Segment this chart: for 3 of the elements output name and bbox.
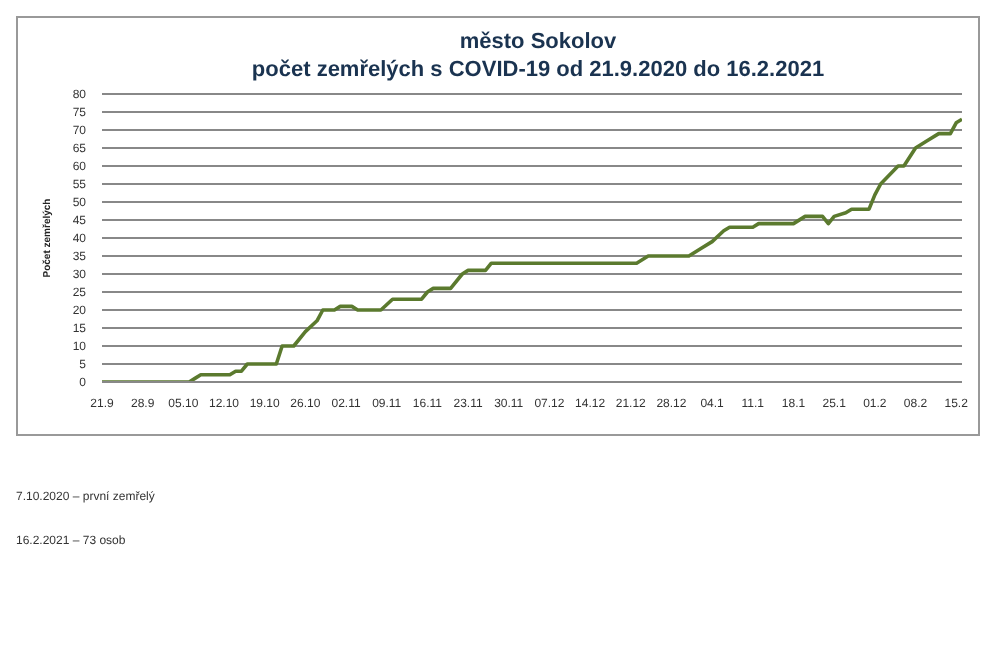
chart-subtitle: počet zemřelých s COVID-19 od 21.9.2020 do 16.2.2021 — [249, 58, 827, 82]
line-series — [102, 117, 962, 382]
chart-title: město Sokolov — [457, 30, 619, 54]
